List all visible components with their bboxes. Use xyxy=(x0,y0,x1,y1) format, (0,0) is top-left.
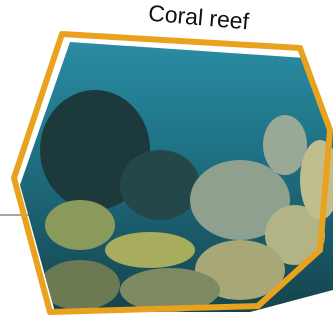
coral-reef-figure: Coral reef xyxy=(0,0,333,315)
image-label: Coral reef xyxy=(147,0,250,34)
